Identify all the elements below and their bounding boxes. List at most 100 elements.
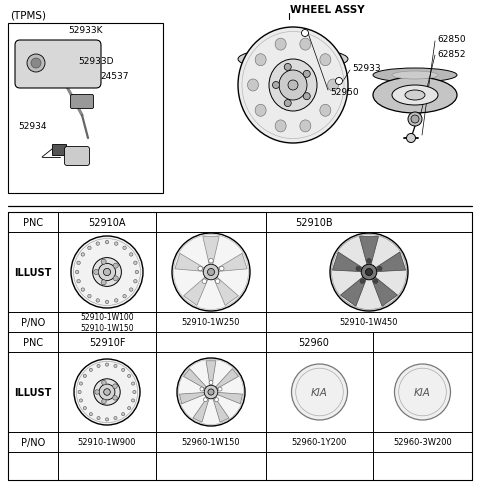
Circle shape bbox=[103, 269, 110, 276]
Text: 52960-1W150: 52960-1W150 bbox=[182, 438, 240, 447]
Circle shape bbox=[96, 299, 99, 303]
Ellipse shape bbox=[327, 80, 338, 92]
Circle shape bbox=[81, 288, 84, 292]
Text: 52934: 52934 bbox=[18, 122, 47, 131]
Circle shape bbox=[77, 262, 80, 265]
Polygon shape bbox=[180, 392, 206, 404]
Ellipse shape bbox=[255, 55, 266, 66]
Ellipse shape bbox=[320, 105, 331, 117]
Bar bbox=[8, 24, 163, 194]
Circle shape bbox=[360, 279, 365, 284]
Circle shape bbox=[301, 30, 309, 38]
Polygon shape bbox=[215, 369, 239, 389]
Ellipse shape bbox=[275, 39, 286, 51]
Bar bbox=[52, 145, 66, 156]
Text: P/NO: P/NO bbox=[21, 437, 45, 447]
Text: 62852: 62852 bbox=[437, 50, 466, 60]
Circle shape bbox=[31, 59, 41, 69]
Ellipse shape bbox=[405, 91, 425, 101]
Circle shape bbox=[219, 267, 224, 271]
Ellipse shape bbox=[238, 49, 348, 71]
Ellipse shape bbox=[373, 69, 457, 83]
Text: PNC: PNC bbox=[23, 218, 43, 227]
Ellipse shape bbox=[392, 72, 438, 80]
Ellipse shape bbox=[275, 121, 286, 133]
Text: (TPMS): (TPMS) bbox=[10, 11, 46, 21]
Circle shape bbox=[204, 398, 207, 402]
Circle shape bbox=[101, 280, 106, 285]
Circle shape bbox=[303, 94, 310, 101]
Circle shape bbox=[89, 413, 93, 416]
Circle shape bbox=[102, 381, 106, 385]
Circle shape bbox=[97, 417, 100, 420]
Circle shape bbox=[133, 390, 136, 394]
Circle shape bbox=[89, 368, 93, 372]
Circle shape bbox=[202, 279, 206, 284]
Circle shape bbox=[134, 280, 137, 284]
Circle shape bbox=[367, 259, 371, 264]
Circle shape bbox=[115, 243, 118, 246]
Ellipse shape bbox=[392, 86, 438, 106]
Polygon shape bbox=[213, 397, 229, 423]
Circle shape bbox=[130, 253, 133, 257]
Circle shape bbox=[209, 381, 213, 385]
Polygon shape bbox=[216, 392, 242, 404]
Circle shape bbox=[200, 387, 204, 391]
Circle shape bbox=[115, 299, 118, 303]
Circle shape bbox=[208, 389, 214, 395]
Circle shape bbox=[128, 375, 131, 378]
Ellipse shape bbox=[300, 39, 311, 51]
Polygon shape bbox=[371, 276, 397, 306]
Circle shape bbox=[106, 418, 108, 421]
Circle shape bbox=[105, 241, 109, 244]
Circle shape bbox=[99, 384, 115, 400]
Circle shape bbox=[135, 271, 139, 274]
Polygon shape bbox=[184, 276, 209, 306]
Ellipse shape bbox=[255, 105, 266, 117]
Ellipse shape bbox=[320, 55, 331, 66]
Circle shape bbox=[207, 269, 215, 276]
Circle shape bbox=[377, 267, 382, 271]
Circle shape bbox=[113, 384, 117, 389]
Circle shape bbox=[96, 243, 99, 246]
Text: 52933: 52933 bbox=[352, 64, 381, 73]
Circle shape bbox=[113, 276, 118, 281]
Circle shape bbox=[330, 234, 408, 311]
Circle shape bbox=[123, 295, 126, 298]
Ellipse shape bbox=[269, 60, 317, 112]
Text: 52910-1W100
52910-1W150: 52910-1W100 52910-1W150 bbox=[80, 313, 134, 332]
Circle shape bbox=[77, 280, 80, 284]
Polygon shape bbox=[340, 276, 367, 306]
Polygon shape bbox=[373, 252, 406, 272]
Ellipse shape bbox=[279, 71, 307, 101]
Text: 24537: 24537 bbox=[100, 72, 129, 81]
Circle shape bbox=[177, 358, 245, 426]
Circle shape bbox=[75, 271, 79, 274]
Text: KIA: KIA bbox=[414, 387, 431, 397]
Polygon shape bbox=[332, 252, 364, 272]
Circle shape bbox=[83, 407, 86, 410]
Circle shape bbox=[204, 386, 218, 399]
Text: 52960-3W200: 52960-3W200 bbox=[393, 438, 452, 447]
Circle shape bbox=[88, 246, 91, 250]
Circle shape bbox=[105, 301, 109, 304]
Circle shape bbox=[121, 413, 125, 416]
Circle shape bbox=[134, 262, 137, 265]
Text: 52910A: 52910A bbox=[88, 218, 126, 227]
Bar bbox=[8, 213, 472, 480]
Text: 52933D: 52933D bbox=[78, 58, 113, 66]
Polygon shape bbox=[213, 276, 239, 306]
Text: 52960: 52960 bbox=[299, 337, 329, 347]
Circle shape bbox=[408, 113, 422, 127]
Circle shape bbox=[198, 267, 203, 271]
Circle shape bbox=[356, 267, 360, 271]
Ellipse shape bbox=[373, 78, 457, 114]
Circle shape bbox=[101, 260, 106, 264]
Circle shape bbox=[209, 259, 213, 264]
Circle shape bbox=[132, 382, 134, 386]
Circle shape bbox=[288, 81, 298, 91]
Circle shape bbox=[106, 363, 108, 366]
Text: 52910-1W900: 52910-1W900 bbox=[78, 438, 136, 447]
Circle shape bbox=[121, 368, 125, 372]
Circle shape bbox=[88, 295, 91, 298]
